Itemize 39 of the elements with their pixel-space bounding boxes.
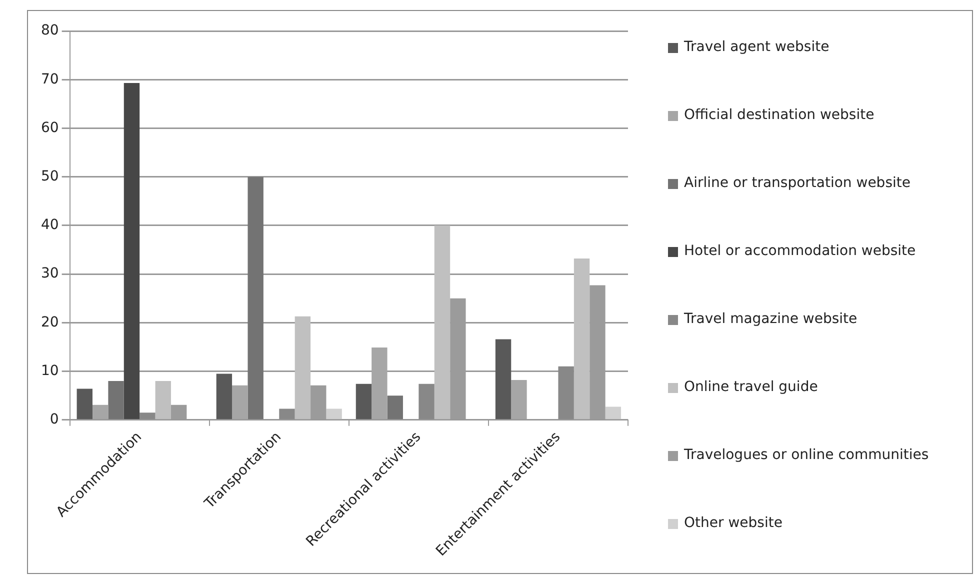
legend-label: Other website xyxy=(684,515,784,531)
bar xyxy=(326,408,342,420)
y-tick-label: 20 xyxy=(40,314,59,330)
y-tick-label: 0 xyxy=(50,412,59,428)
y-tick-label: 40 xyxy=(40,217,59,234)
bar xyxy=(605,406,622,420)
bar xyxy=(356,384,372,420)
bar xyxy=(232,385,248,420)
bar xyxy=(495,339,512,420)
legend-label: Travelogues or online communities xyxy=(684,447,930,463)
bar xyxy=(372,347,388,420)
bar xyxy=(279,408,295,420)
legend-label: Official destination website xyxy=(684,107,876,123)
bar xyxy=(387,396,403,420)
bar xyxy=(140,412,156,420)
legend-label: Airline or transportation website xyxy=(684,175,912,191)
legend-label: Travel magazine website xyxy=(684,311,858,327)
bar xyxy=(511,380,527,420)
bar xyxy=(248,176,264,420)
legend-label: Hotel or accommodation website xyxy=(684,243,917,259)
legend-label: Online travel guide xyxy=(684,379,819,395)
bar xyxy=(108,381,124,420)
bar xyxy=(574,258,590,420)
bar xyxy=(76,388,92,420)
bar xyxy=(124,83,140,420)
bar xyxy=(92,404,108,420)
y-tick-label: 60 xyxy=(40,120,59,136)
y-tick-label: 10 xyxy=(40,362,59,379)
y-tick-label: 50 xyxy=(40,168,59,184)
bar xyxy=(216,374,232,420)
bar xyxy=(418,384,434,420)
y-tick-label: 70 xyxy=(40,71,59,88)
y-tick-label: 80 xyxy=(40,22,59,39)
legend-label: Travel agent website xyxy=(684,39,830,55)
bar xyxy=(155,381,171,420)
bar xyxy=(294,316,311,420)
y-tick-label: 30 xyxy=(40,266,59,282)
bar xyxy=(558,366,574,420)
bar xyxy=(434,225,450,420)
